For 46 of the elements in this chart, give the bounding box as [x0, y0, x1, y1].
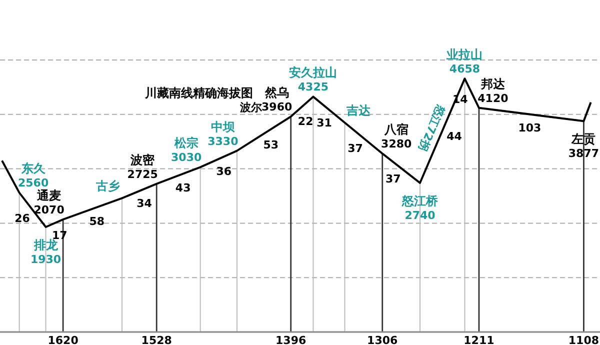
annotation: 22: [298, 114, 314, 128]
data-label: 2560: [18, 176, 49, 190]
data-label: 2740: [404, 208, 436, 222]
annotation: 通麦: [36, 188, 62, 202]
annotation: 邦达: [480, 76, 506, 91]
annotation: 37: [348, 142, 363, 156]
annotation: 26: [14, 212, 30, 225]
annotation: 吉达: [346, 104, 372, 118]
data-label: 2070: [34, 203, 65, 216]
annotation: 安久拉山: [289, 66, 338, 80]
annotation: 东久: [20, 162, 46, 176]
x-tick-label: 1211: [464, 334, 494, 345]
annotation: 31: [316, 116, 332, 130]
annotation: 37: [386, 172, 401, 186]
annotation: 44: [446, 130, 462, 143]
annotation: 然乌: [264, 86, 289, 100]
annotation: 松宗: [173, 136, 198, 150]
x-tick-label: 1108: [568, 334, 600, 345]
annotation: 业拉山: [446, 48, 483, 62]
data-label: 4325: [298, 80, 329, 94]
annotation: 中坝: [210, 120, 235, 134]
annotation: 43: [175, 181, 191, 194]
annotation: 波密: [130, 152, 156, 167]
data-label: 3030: [171, 151, 202, 164]
x-tick-label: 1396: [276, 334, 306, 345]
annotation: 58: [89, 215, 105, 228]
text: 波尔: [239, 101, 263, 114]
data-label: 2725: [127, 168, 158, 181]
annotation: 103: [518, 121, 542, 134]
annotation: 古乡: [95, 179, 120, 194]
data-label: 3330: [208, 134, 239, 148]
annotation: 怒江桥: [401, 194, 439, 208]
annotation: 34: [136, 197, 152, 210]
annotation: 八宿: [383, 122, 408, 137]
annotation: 53: [263, 138, 279, 152]
x-tick-label: 1620: [48, 334, 79, 345]
x-tick-label: 1306: [367, 334, 398, 345]
data-label: 4120: [478, 92, 509, 105]
data-label: 4658: [449, 62, 480, 76]
data-label: 3280: [381, 138, 412, 151]
data-label: 1930: [30, 253, 62, 266]
x-tick-label: 1528: [141, 334, 172, 345]
annotation: 怒江72拐: [416, 102, 448, 153]
annotation: 36: [216, 164, 232, 178]
data-label: 3960: [262, 100, 292, 114]
text: 川藏南线精确海拔图: [144, 86, 253, 100]
